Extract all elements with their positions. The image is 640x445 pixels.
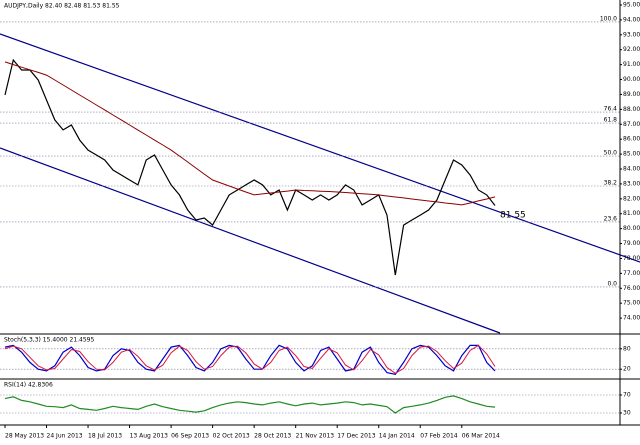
series-line <box>4 395 496 414</box>
x-tick-label: 06 Mar 2014 <box>462 433 500 440</box>
y-tick-label: 94.00 <box>623 16 640 23</box>
x-tick-label: 07 Feb 2014 <box>420 433 458 440</box>
series-line <box>4 344 496 374</box>
y-tick-label: 77.00 <box>623 270 640 277</box>
indicator-title: RSI(14) 42.8306 <box>4 382 53 389</box>
y-tick-label: 81.00 <box>623 210 640 217</box>
y-tick-label: 20 <box>623 366 631 373</box>
series-line <box>4 58 496 276</box>
y-tick-label: 85.00 <box>623 151 640 158</box>
y-tick-label: 95.00 <box>623 1 640 8</box>
y-tick-label: 87.00 <box>623 121 640 128</box>
x-tick-label: 18 Jul 2013 <box>88 433 122 440</box>
x-tick-label: 24 Jun 2013 <box>47 433 83 440</box>
y-tick-label: 88.00 <box>623 106 640 113</box>
fib-label: 23.6 <box>604 215 618 222</box>
x-tick-label: 28 Oct 2013 <box>254 433 291 440</box>
y-tick-label: 90.00 <box>623 76 640 83</box>
y-tick-label: 75.00 <box>623 300 640 307</box>
indicator-title: Stoch(5,3,3) 15.4000 21.4595 <box>4 337 95 344</box>
y-tick-label: 91.00 <box>623 61 640 68</box>
y-tick-label: 30 <box>623 410 631 417</box>
x-tick-label: 14 Jan 2014 <box>379 433 415 440</box>
y-tick-label: 83.00 <box>623 180 640 187</box>
chart-title: AUDJPY,Daily 82.40 82.48 81.53 81.55 <box>4 3 120 10</box>
fib-label: 100.0 <box>600 15 617 22</box>
fib-label: 50.0 <box>604 150 618 157</box>
fib-label: 61.8 <box>604 117 618 124</box>
y-tick-label: 80.00 <box>623 225 640 232</box>
y-tick-label: 70 <box>623 392 631 399</box>
y-tick-label: 76.00 <box>623 285 640 292</box>
x-tick-label: 17 Dec 2013 <box>337 433 376 440</box>
x-tick-label: 02 Oct 2013 <box>213 433 250 440</box>
fib-label: 38.2 <box>604 179 618 186</box>
series-line <box>4 61 496 206</box>
series-line <box>4 344 496 375</box>
y-tick-label: 84.00 <box>623 165 640 172</box>
y-tick-label: 89.00 <box>623 91 640 98</box>
y-tick-label: 82.00 <box>623 195 640 202</box>
y-tick-label: 92.00 <box>623 46 640 53</box>
x-tick-label: 28 May 2013 <box>5 433 44 440</box>
y-tick-label: 86.00 <box>623 136 640 143</box>
y-tick-label: 78.00 <box>623 255 640 262</box>
fib-label: 0.0 <box>607 280 617 287</box>
fib-label: 76.4 <box>604 106 618 113</box>
y-tick-label: 74.00 <box>623 315 640 322</box>
y-tick-label: 93.00 <box>623 31 640 38</box>
channel-upper <box>0 33 640 263</box>
x-tick-label: 21 Nov 2013 <box>296 433 335 440</box>
y-tick-label: 80 <box>623 345 631 352</box>
x-tick-label: 13 Aug 2013 <box>130 433 169 440</box>
channel-lower <box>0 147 501 334</box>
y-tick-label: 79.00 <box>623 240 640 247</box>
x-tick-label: 06 Sep 2013 <box>171 433 209 440</box>
price-annotation: 81.55 <box>500 211 526 221</box>
